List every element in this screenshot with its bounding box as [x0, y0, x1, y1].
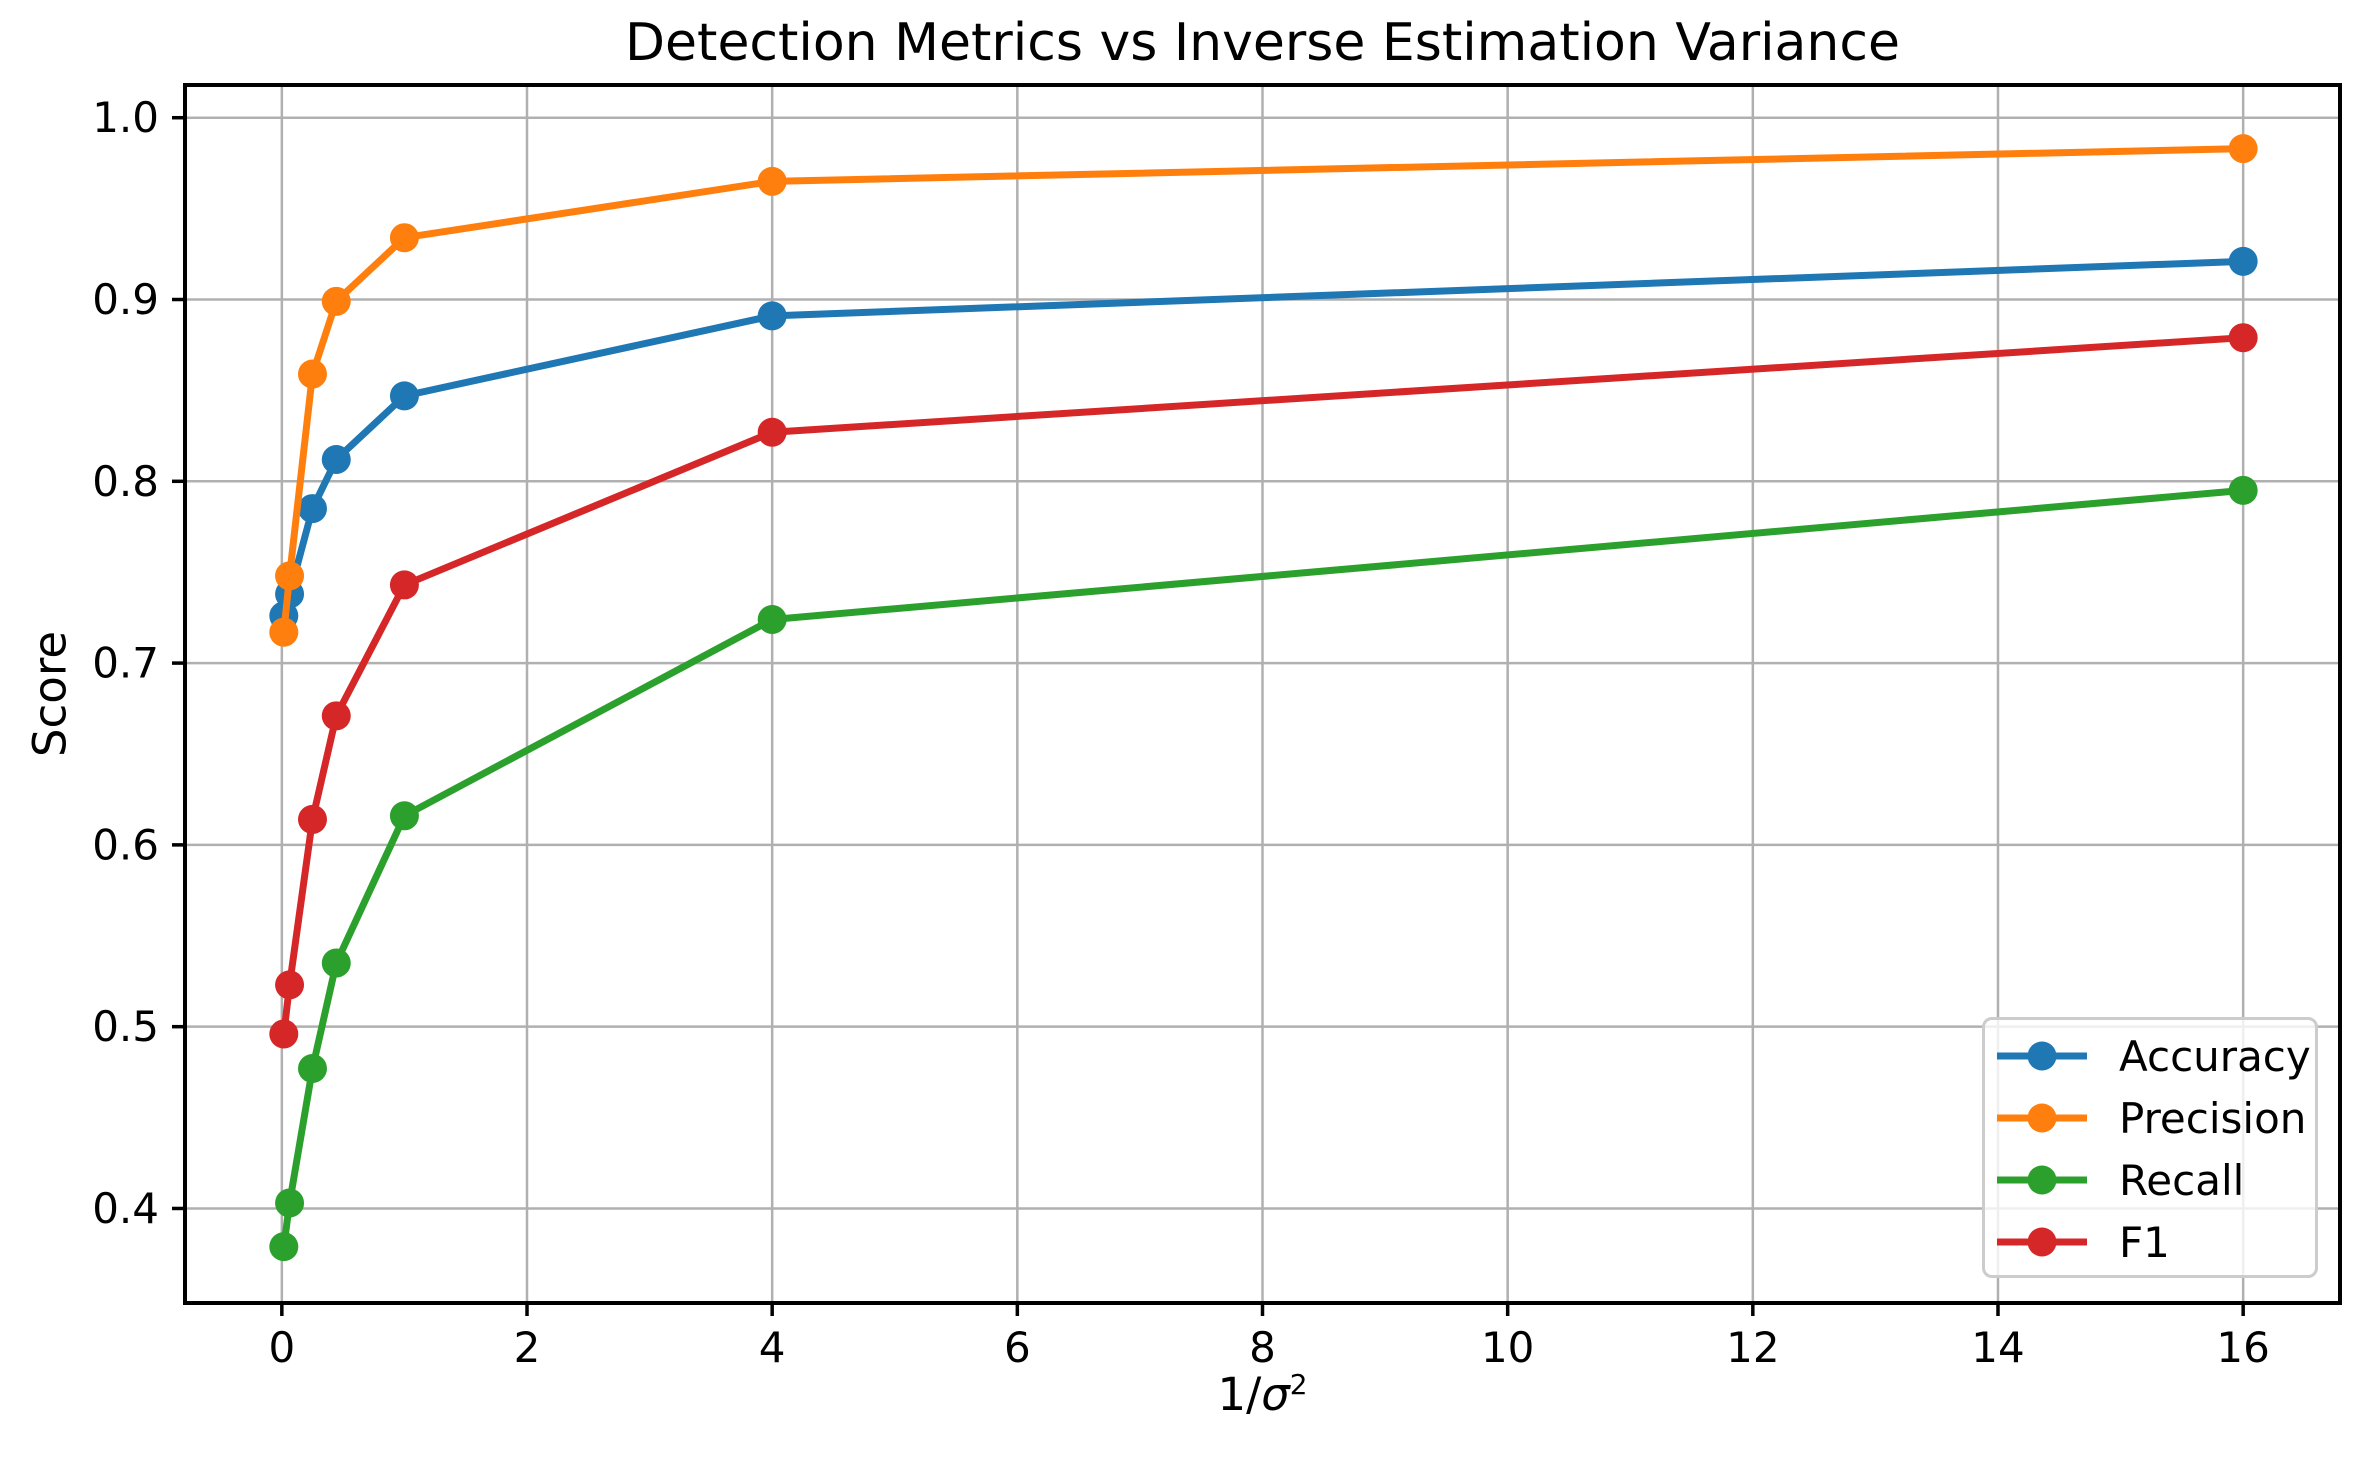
legend-marker-precision	[2027, 1103, 2057, 1133]
data-point-accuracy-4	[389, 381, 419, 411]
legend-marker-recall	[2027, 1165, 2057, 1195]
x-axis-label: 1/σ2	[1217, 1368, 1308, 1421]
legend-label-f1: F1	[2119, 1217, 2170, 1267]
data-point-accuracy-6	[2228, 246, 2258, 276]
data-point-f1-4	[389, 570, 419, 600]
data-point-recall-3	[321, 948, 351, 978]
legend-label-accuracy: Accuracy	[2119, 1031, 2311, 1081]
data-point-recall-5	[757, 604, 787, 634]
legend-item-precision: Precision	[1995, 1087, 2315, 1149]
y-axis-label: Score	[23, 630, 77, 758]
data-point-f1-1	[275, 970, 305, 1000]
data-point-f1-3	[321, 701, 351, 731]
x-tick-label-8: 8	[1249, 1323, 1276, 1372]
exponent-2: 2	[1289, 1368, 1308, 1401]
x-tick-label-10: 10	[1481, 1323, 1534, 1372]
data-point-f1-6	[2228, 323, 2258, 353]
data-point-recall-0	[269, 1232, 299, 1262]
y-tick-label-0.6: 0.6	[92, 820, 159, 869]
legend-item-recall: Recall	[1995, 1149, 2315, 1211]
data-point-recall-4	[389, 801, 419, 831]
x-tick-label-12: 12	[1726, 1323, 1779, 1372]
data-point-recall-6	[2228, 475, 2258, 505]
x-tick-label-0: 0	[268, 1323, 295, 1372]
legend-swatch-f1	[1997, 1227, 2087, 1257]
data-point-accuracy-5	[757, 301, 787, 331]
x-tick-label-14: 14	[1971, 1323, 2024, 1372]
y-tick-label-0.8: 0.8	[92, 457, 159, 506]
legend-marker-accuracy	[2027, 1041, 2057, 1071]
x-tick-label-16: 16	[2216, 1323, 2269, 1372]
data-point-recall-2	[297, 1053, 327, 1083]
data-point-f1-5	[757, 417, 787, 447]
y-tick-label-0.5: 0.5	[92, 1002, 159, 1051]
legend-item-accuracy: Accuracy	[1995, 1025, 2315, 1087]
data-point-accuracy-3	[321, 444, 351, 474]
data-point-f1-2	[297, 804, 327, 834]
data-point-recall-1	[275, 1188, 305, 1218]
y-tick-label-0.9: 0.9	[92, 275, 159, 324]
legend-label-precision: Precision	[2119, 1093, 2307, 1143]
y-tick-label-1.0: 1.0	[92, 93, 159, 142]
legend-swatch-precision	[1997, 1103, 2087, 1133]
legend-swatch-recall	[1997, 1165, 2087, 1195]
data-point-precision-6	[2228, 134, 2258, 164]
data-point-f1-0	[269, 1019, 299, 1049]
chart-title: Detection Metrics vs Inverse Estimation …	[625, 13, 1900, 73]
legend: Accuracy Precision Recall F1	[1982, 1017, 2318, 1278]
legend-marker-f1	[2027, 1227, 2057, 1257]
sigma-symbol: σ	[1261, 1368, 1290, 1421]
y-tick-label-0.4: 0.4	[92, 1184, 159, 1233]
x-tick-label-2: 2	[514, 1323, 541, 1372]
x-tick-label-6: 6	[1004, 1323, 1031, 1372]
legend-label-recall: Recall	[2119, 1155, 2245, 1205]
y-tick-label-0.7: 0.7	[92, 639, 159, 688]
data-point-precision-1	[275, 561, 305, 591]
x-tick-label-4: 4	[759, 1323, 786, 1372]
data-point-precision-4	[389, 223, 419, 253]
legend-item-f1: F1	[1995, 1211, 2315, 1273]
data-point-precision-5	[757, 166, 787, 196]
data-point-precision-2	[297, 359, 327, 389]
data-point-precision-0	[269, 617, 299, 647]
legend-swatch-accuracy	[1997, 1041, 2087, 1071]
data-point-precision-3	[321, 286, 351, 316]
data-point-accuracy-2	[297, 494, 327, 524]
